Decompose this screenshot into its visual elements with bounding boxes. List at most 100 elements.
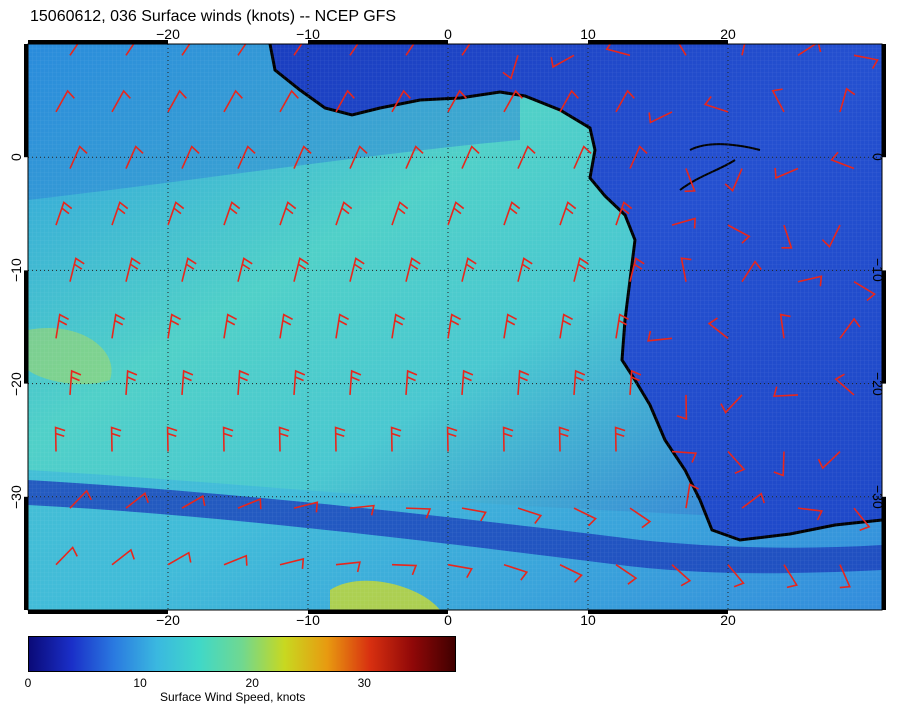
lon-tick-label-top: −20 xyxy=(156,26,180,42)
lat-tick-label-left: 0 xyxy=(8,153,24,162)
frame-tick-right xyxy=(882,44,886,158)
wind-barb xyxy=(446,426,458,452)
wind-barb xyxy=(559,564,583,583)
wind-barb xyxy=(279,557,305,569)
wind-barb xyxy=(279,201,297,226)
wind-barb xyxy=(647,330,673,342)
frame-tick-bottom xyxy=(588,610,728,614)
colorbar-tick-label: 20 xyxy=(245,676,259,690)
wind-barb xyxy=(773,451,785,477)
wind-barb xyxy=(69,145,88,169)
wind-barb xyxy=(680,257,692,282)
wind-barb xyxy=(614,426,626,452)
wind-barb xyxy=(834,373,855,396)
lat-tick-label-left: −10 xyxy=(8,258,24,283)
colorbar-tick-label: 10 xyxy=(133,676,147,690)
wind-barb xyxy=(391,201,409,226)
wind-barb xyxy=(391,89,411,113)
wind-barb xyxy=(55,201,73,226)
wind-barb xyxy=(724,168,743,192)
wind-barb xyxy=(405,145,424,169)
wind-barb xyxy=(817,450,841,470)
wind-barb xyxy=(629,257,645,282)
wind-barb xyxy=(237,145,256,169)
wind-barb xyxy=(797,44,822,56)
wind-barb xyxy=(648,111,673,124)
wind-barb xyxy=(573,257,589,282)
wind-barb xyxy=(703,96,729,113)
wind-barb xyxy=(741,492,766,509)
lon-tick-label-bottom: 0 xyxy=(444,612,452,628)
wind-barb xyxy=(335,201,353,226)
wind-barb xyxy=(167,89,187,113)
wind-barb xyxy=(727,564,745,588)
wind-barb xyxy=(615,89,635,113)
wind-barb xyxy=(629,369,642,395)
wind-barb xyxy=(167,201,185,226)
wind-barb xyxy=(293,44,303,56)
lon-tick-label-bottom: 10 xyxy=(580,612,596,628)
colorbar-label: Surface Wind Speed, knots xyxy=(160,690,306,704)
frame-tick-top xyxy=(308,40,448,44)
wind-barb xyxy=(853,281,876,302)
wind-barb xyxy=(391,313,405,339)
frame-tick-right xyxy=(882,270,886,384)
wind-barb xyxy=(615,201,633,226)
wind-barb xyxy=(503,313,517,339)
wind-barb xyxy=(69,44,79,56)
wind-barb xyxy=(181,44,191,56)
wind-barb xyxy=(349,369,362,395)
lat-tick-label-right: −20 xyxy=(870,371,886,396)
wind-barb xyxy=(797,275,823,287)
wind-barb xyxy=(839,317,861,339)
wind-barb xyxy=(461,257,477,282)
wind-barb xyxy=(111,548,135,566)
wind-barb xyxy=(517,145,536,169)
wind-barb xyxy=(335,313,349,339)
wind-barb xyxy=(772,386,799,398)
lon-tick-label-top: 10 xyxy=(580,26,596,42)
wind-barb xyxy=(447,313,461,339)
wind-barb xyxy=(55,89,75,113)
frame-tick-right xyxy=(882,496,886,610)
wind-barb xyxy=(125,257,141,282)
lon-tick-label-bottom: −10 xyxy=(296,612,320,628)
wind-barb xyxy=(447,201,465,226)
wind-barb xyxy=(615,564,638,585)
wind-barb xyxy=(181,257,197,282)
wind-barb xyxy=(573,145,592,169)
wind-barb xyxy=(349,44,359,56)
wind-barb xyxy=(223,313,237,339)
wind-barb xyxy=(279,313,293,339)
wind-barb xyxy=(839,564,851,589)
wind-barb xyxy=(573,369,586,395)
wind-barb xyxy=(166,426,178,452)
wind-barb xyxy=(671,564,692,587)
wind-barb xyxy=(629,145,648,169)
lon-tick-label-bottom: 20 xyxy=(720,612,736,628)
wind-barb xyxy=(55,313,69,339)
wind-barb xyxy=(573,507,597,527)
frame-tick-left xyxy=(24,496,28,610)
wind-barb xyxy=(293,257,309,282)
wind-barb xyxy=(605,44,631,57)
wind-barb xyxy=(727,224,751,244)
frame-tick-left xyxy=(24,44,28,158)
wind-barb xyxy=(503,563,529,581)
wind-barb xyxy=(676,394,688,421)
wind-barb xyxy=(223,554,248,566)
wind-barb xyxy=(502,55,519,80)
wind-barb xyxy=(741,44,746,56)
wind-barb xyxy=(517,507,543,525)
wind-barb xyxy=(685,483,699,509)
colorbar xyxy=(28,636,456,672)
wind-barbs xyxy=(54,44,879,589)
wind-barb xyxy=(405,369,418,395)
wind-barb xyxy=(110,426,122,452)
wind-barb xyxy=(853,507,871,531)
lat-tick-label-right: −10 xyxy=(870,258,886,283)
wind-barb xyxy=(821,224,841,249)
wind-barb xyxy=(405,44,415,56)
wind-barb xyxy=(447,563,473,579)
wind-barb xyxy=(839,87,856,113)
